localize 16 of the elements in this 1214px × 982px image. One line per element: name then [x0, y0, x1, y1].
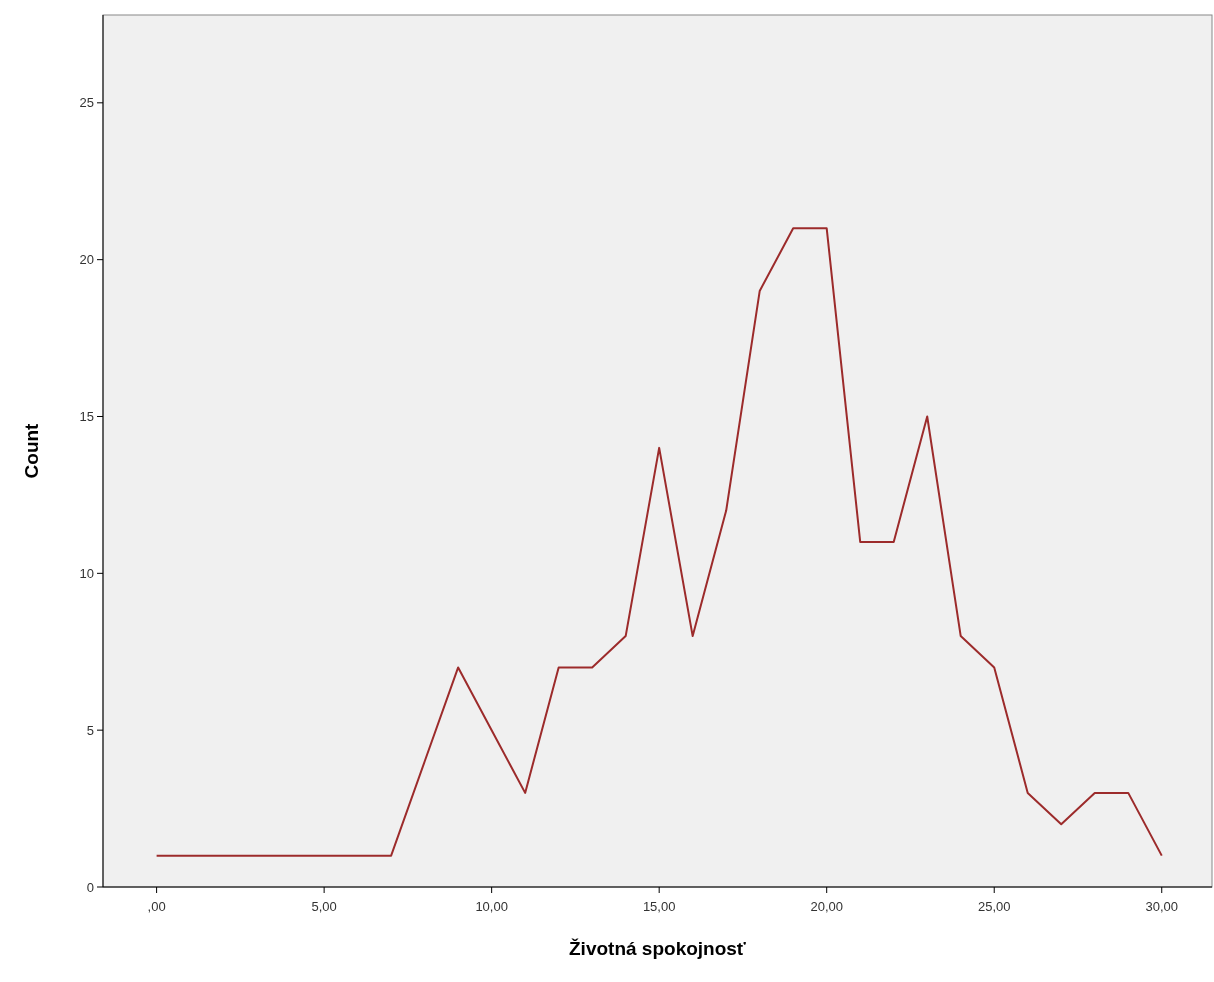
- y-tick-label: 5: [86, 722, 94, 738]
- line-series: [155, 227, 1163, 857]
- y-tick-label: 15: [79, 409, 94, 425]
- x-tick-label: 5,00: [311, 899, 337, 914]
- x-tick-label: 30,00: [1145, 899, 1179, 914]
- x-axis-title: Životná spokojnosť: [569, 938, 747, 959]
- x-tick-label: 20,00: [810, 899, 843, 914]
- x-tick-label: ,00: [147, 899, 166, 914]
- y-tick-label: 25: [79, 95, 94, 111]
- x-tick-label: 10,00: [475, 899, 508, 914]
- x-tick-label: 15,00: [642, 899, 676, 914]
- y-tick-label: 10: [79, 565, 94, 581]
- y-tick-label: 0: [86, 879, 94, 895]
- x-tick-label: 25,00: [977, 899, 1011, 914]
- y-axis-title: Count: [21, 422, 42, 479]
- y-tick-label: 20: [79, 252, 94, 268]
